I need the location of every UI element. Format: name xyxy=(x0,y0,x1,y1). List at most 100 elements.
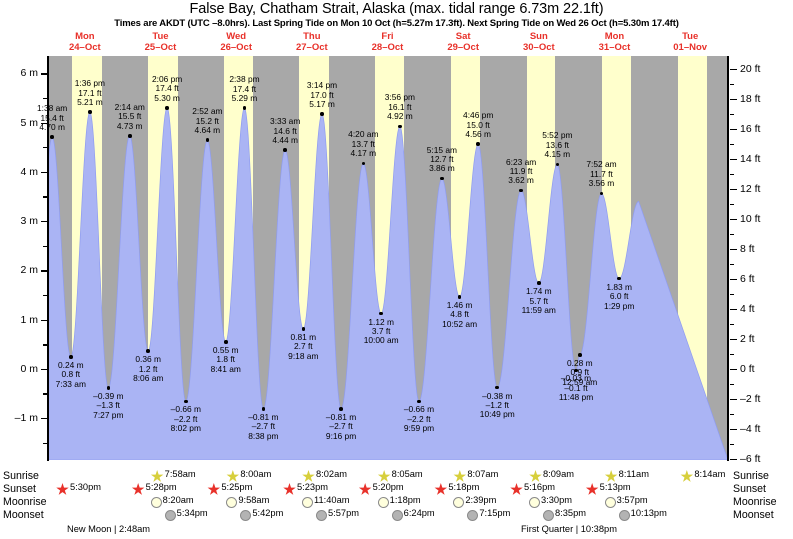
day-date: 31–Oct xyxy=(598,42,631,53)
sunset-star-icon xyxy=(207,483,221,495)
y-label-left-6: 0 m xyxy=(20,362,38,375)
tick-right-minor xyxy=(730,203,734,205)
tick-right-minor xyxy=(730,323,734,326)
day-header-0: Mon 24–Oct xyxy=(47,31,123,53)
tide-point-dot-10 xyxy=(242,106,247,111)
moonset-time: 5:42pm xyxy=(252,507,284,518)
y-label-left-7: –1 m xyxy=(14,412,38,425)
row-label-moonrise-right: Moonrise xyxy=(733,496,777,508)
moonrise-cell-6: 3:30pm xyxy=(529,494,573,509)
moonrise-circle-icon xyxy=(453,497,465,509)
tick-right-minor xyxy=(730,233,734,235)
sunset-star-icon xyxy=(131,483,145,495)
sunset-time: 5:25pm xyxy=(221,481,253,492)
tide-point-dot-3 xyxy=(106,386,111,390)
y-label-left-0: 6 m xyxy=(20,67,38,80)
day-weekday: Tue xyxy=(152,31,169,42)
day-date: 24–Oct xyxy=(68,42,101,53)
tick-left-major-6 xyxy=(41,368,48,371)
day-date: 27–Oct xyxy=(295,42,328,53)
moonrise-circle-icon xyxy=(529,497,540,509)
day-weekday: Tue xyxy=(682,31,699,42)
moon-phase-0: New Moon | 2:48am xyxy=(67,524,151,534)
moonrise-cell-1: 8:20am xyxy=(150,495,194,509)
y-label-right-12: –4 ft xyxy=(740,422,761,435)
tide-point-dot-7 xyxy=(184,399,188,404)
moonrise-time: 3:30pm xyxy=(541,494,573,505)
tick-right-minor xyxy=(730,443,734,446)
tick-left-minor xyxy=(43,442,47,445)
sunset-time: 5:28pm xyxy=(145,481,177,492)
row-label-sunrise-right: Sunrise xyxy=(733,470,769,482)
day-weekday: Wed xyxy=(226,31,247,42)
moonset-circle-icon xyxy=(391,510,403,522)
tide-point-dot-25 xyxy=(536,281,541,285)
moonrise-cell-3: 11:40am xyxy=(302,495,350,509)
moonrise-circle-icon xyxy=(302,497,313,509)
sunrise-time: 8:11am xyxy=(618,468,649,479)
sunset-cell-5: 5:18pm xyxy=(434,482,479,496)
sunset-star-icon xyxy=(56,483,69,495)
moonrise-time: 9:58am xyxy=(238,494,270,505)
tide-plot-area xyxy=(47,56,728,460)
tick-right-major-1 xyxy=(730,98,737,100)
moonset-cell-4: 6:24pm xyxy=(391,507,435,522)
tide-point-dot-12 xyxy=(283,148,287,152)
y-label-left-1: 5 m xyxy=(20,116,38,129)
tide-point-dot-14 xyxy=(320,112,324,116)
tick-left-major-7 xyxy=(41,418,48,420)
moonrise-cell-7: 3:57pm xyxy=(604,495,648,509)
sunrise-cell-7: 8:11am xyxy=(604,468,649,483)
sunset-cell-1: 5:28pm xyxy=(131,481,177,496)
sunrise-cell-8: 8:14am xyxy=(680,469,725,483)
moonset-circle-icon xyxy=(164,510,176,522)
day-date: 01–Nov xyxy=(673,42,708,53)
row-label-moonset-right: Moonset xyxy=(733,509,774,521)
moonrise-circle-icon xyxy=(604,497,616,509)
y-axis-right xyxy=(727,56,729,461)
moonset-time: 10:13pm xyxy=(630,507,667,518)
tick-left-major-3 xyxy=(41,221,48,223)
row-label-moonrise-left: Moonrise xyxy=(3,496,47,508)
tick-left-major-0 xyxy=(41,73,48,75)
moonset-time: 6:24pm xyxy=(403,507,435,518)
tide-point-dot-20 xyxy=(440,176,444,181)
sunrise-star-icon xyxy=(302,470,315,482)
moonset-cell-7: 10:13pm xyxy=(618,507,667,522)
tick-right-major-7 xyxy=(730,278,737,281)
sunrise-star-icon xyxy=(680,470,694,482)
tick-right-minor xyxy=(730,173,734,175)
moonset-cell-2: 5:42pm xyxy=(240,507,284,522)
tide-point-dot-22 xyxy=(476,142,480,146)
y-label-right-8: 4 ft xyxy=(740,302,755,315)
y-label-right-1: 18 ft xyxy=(740,92,761,105)
day-header-8: Tue 01–Nov xyxy=(652,31,728,53)
tide-point-dot-4 xyxy=(127,134,132,138)
moonset-cell-3: 5:57pm xyxy=(316,508,359,522)
moonset-time: 8:35pm xyxy=(555,507,587,518)
tick-right-major-10 xyxy=(730,368,737,371)
tick-left-major-4 xyxy=(41,270,48,272)
day-date: 26–Oct xyxy=(220,42,252,53)
sunrise-cell-6: 8:09am xyxy=(529,469,574,483)
y-label-right-9: 2 ft xyxy=(740,332,755,345)
day-header-5: Sat 29–Oct xyxy=(425,31,501,53)
y-label-right-4: 12 ft xyxy=(740,182,761,195)
tide-point-dot-21 xyxy=(457,295,462,299)
tick-left-minor xyxy=(43,393,47,395)
sunrise-star-icon xyxy=(529,470,542,482)
sunrise-cell-3: 8:02am xyxy=(302,469,347,483)
page-title: False Bay, Chatham Strait, Alaska (max. … xyxy=(189,1,604,17)
sunrise-cell-5: 8:07am xyxy=(453,469,498,483)
moonrise-time: 2:39pm xyxy=(465,494,497,505)
moonset-cell-6: 8:35pm xyxy=(543,507,587,522)
sunrise-star-icon xyxy=(150,470,164,482)
tide-point-dot-15 xyxy=(339,406,343,411)
tick-left-major-2 xyxy=(41,171,48,174)
moonrise-cell-5: 2:39pm xyxy=(453,494,497,509)
tick-left-minor xyxy=(43,344,47,346)
tide-point-dot-30 xyxy=(617,276,621,281)
day-header-3: Thu 27–Oct xyxy=(274,31,350,53)
sunset-cell-0: 5:30pm xyxy=(56,482,101,496)
y-axis-left xyxy=(47,56,49,461)
